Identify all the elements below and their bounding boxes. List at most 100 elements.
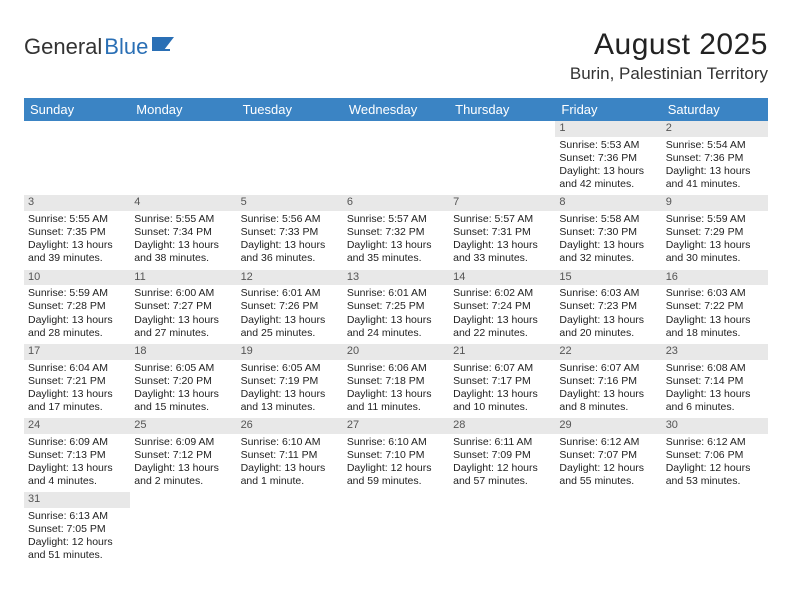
sunrise-text: Sunrise: 6:11 AM [453,436,551,449]
calendar-day-cell: 15Sunrise: 6:03 AMSunset: 7:23 PMDayligh… [555,270,661,344]
daylight-line2: and 10 minutes. [453,401,551,414]
daylight-line1: Daylight: 13 hours [666,165,764,178]
day-number: 2 [662,121,768,137]
day-number: 20 [343,344,449,360]
daylight-line2: and 20 minutes. [559,327,657,340]
calendar-day-cell: 9Sunrise: 5:59 AMSunset: 7:29 PMDaylight… [662,195,768,269]
sunrise-text: Sunrise: 5:54 AM [666,139,764,152]
day-number: 1 [555,121,661,137]
calendar-week-row: 3 Sunrise: 5:55 AM Sunset: 7:35 PM Daylight… [24,195,768,269]
sunset-text: Sunset: 7:31 PM [453,226,551,239]
calendar-day-cell: 28Sunrise: 6:11 AMSunset: 7:09 PMDayligh… [449,418,555,492]
daylight-line1: Daylight: 13 hours [28,314,126,327]
daylight-line2: and 13 minutes. [241,401,339,414]
day-number: 15 [555,270,661,286]
sunset-text: Sunset: 7:09 PM [453,449,551,462]
weekday-header: Friday [555,98,661,121]
daylight-line2: and 28 minutes. [28,327,126,340]
calendar-day-cell: 4Sunrise: 5:55 AMSunset: 7:34 PMDaylight… [130,195,236,269]
calendar-day-cell: 29Sunrise: 6:12 AMSunset: 7:07 PMDayligh… [555,418,661,492]
day-number: 24 [24,418,130,434]
daylight-line2: and 6 minutes. [666,401,764,414]
calendar-day-cell: 10Sunrise: 5:59 AMSunset: 7:28 PMDayligh… [24,270,130,344]
sunrise-text: Sunrise: 6:10 AM [241,436,339,449]
day-number: 22 [555,344,661,360]
calendar-day-cell: 27Sunrise: 6:10 AMSunset: 7:10 PMDayligh… [343,418,449,492]
daylight-line2: and 27 minutes. [134,327,232,340]
daylight-line1: Daylight: 13 hours [241,388,339,401]
daylight-line2: and 8 minutes. [559,401,657,414]
day-number: 6 [343,195,449,211]
sunrise-text: Sunrise: 5:55 AM [134,213,232,226]
calendar-day-cell [343,121,449,195]
daylight-line2: and 30 minutes. [666,252,764,265]
title-block: August 2025 Burin, Palestinian Territory [570,28,768,84]
calendar-day-cell [449,492,555,566]
sunset-text: Sunset: 7:11 PM [241,449,339,462]
calendar-day-cell: 17Sunrise: 6:04 AMSunset: 7:21 PMDayligh… [24,344,130,418]
daylight-line2: and 22 minutes. [453,327,551,340]
calendar-week-row: 17 Sunrise: 6:04 AMSunset: 7:21 PM Dayligh… [24,344,768,418]
calendar-day-cell: 2Sunrise: 5:54 AMSunset: 7:36 PMDaylight… [662,121,768,195]
daylight-line2: and 59 minutes. [347,475,445,488]
sunset-text: Sunset: 7:35 PM [28,226,126,239]
daylight-line2: and 17 minutes. [28,401,126,414]
calendar-day-cell [237,121,343,195]
calendar-day-cell: 19Sunrise: 6:05 AMSunset: 7:19 PMDayligh… [237,344,343,418]
daylight-line2: and 36 minutes. [241,252,339,265]
calendar-day-cell: 25Sunrise: 6:09 AMSunset: 7:12 PMDayligh… [130,418,236,492]
weekday-header: Saturday [662,98,768,121]
sunset-text: Sunset: 7:17 PM [453,375,551,388]
daylight-line1: Daylight: 13 hours [134,388,232,401]
sunrise-text: Sunrise: 5:59 AM [28,287,126,300]
sunset-text: Sunset: 7:21 PM [28,375,126,388]
calendar-day-cell: 16Sunrise: 6:03 AMSunset: 7:22 PMDayligh… [662,270,768,344]
daylight-line1: Daylight: 13 hours [241,314,339,327]
daylight-line2: and 1 minute. [241,475,339,488]
daylight-line1: Daylight: 12 hours [453,462,551,475]
calendar-table: Sunday Monday Tuesday Wednesday Thursday… [24,98,768,567]
weekday-header: Tuesday [237,98,343,121]
daylight-line1: Daylight: 12 hours [666,462,764,475]
calendar-day-cell: 11Sunrise: 6:00 AMSunset: 7:27 PMDayligh… [130,270,236,344]
page-header: GeneralBlue August 2025 Burin, Palestini… [24,28,768,84]
calendar-day-cell: 20Sunrise: 6:06 AMSunset: 7:18 PMDayligh… [343,344,449,418]
day-number: 29 [555,418,661,434]
day-number: 16 [662,270,768,286]
sunset-text: Sunset: 7:10 PM [347,449,445,462]
sunset-text: Sunset: 7:18 PM [347,375,445,388]
calendar-day-cell: 7Sunrise: 5:57 AMSunset: 7:31 PMDaylight… [449,195,555,269]
daylight-line2: and 42 minutes. [559,178,657,191]
day-number: 17 [24,344,130,360]
sunset-text: Sunset: 7:34 PM [134,226,232,239]
sunset-text: Sunset: 7:19 PM [241,375,339,388]
daylight-line1: Daylight: 13 hours [134,239,232,252]
sunset-text: Sunset: 7:32 PM [347,226,445,239]
calendar-day-cell: 22Sunrise: 6:07 AMSunset: 7:16 PMDayligh… [555,344,661,418]
sunrise-text: Sunrise: 6:09 AM [28,436,126,449]
calendar-body: 1Sunrise: 5:53 AMSunset: 7:36 PMDaylight… [24,121,768,567]
sunset-text: Sunset: 7:13 PM [28,449,126,462]
daylight-line1: Daylight: 13 hours [453,314,551,327]
daylight-line1: Daylight: 13 hours [241,462,339,475]
daylight-line1: Daylight: 13 hours [666,388,764,401]
day-number: 9 [662,195,768,211]
day-number: 30 [662,418,768,434]
sunset-text: Sunset: 7:16 PM [559,375,657,388]
sunrise-text: Sunrise: 6:03 AM [559,287,657,300]
daylight-line2: and 33 minutes. [453,252,551,265]
calendar-week-row: 1Sunrise: 5:53 AMSunset: 7:36 PMDaylight… [24,121,768,195]
daylight-line1: Daylight: 13 hours [347,314,445,327]
sunset-text: Sunset: 7:28 PM [28,300,126,313]
daylight-line2: and 38 minutes. [134,252,232,265]
sunrise-text: Sunrise: 6:04 AM [28,362,126,375]
calendar-day-cell [24,121,130,195]
day-number: 19 [237,344,343,360]
day-number: 25 [130,418,236,434]
daylight-line1: Daylight: 13 hours [559,165,657,178]
sunset-text: Sunset: 7:12 PM [134,449,232,462]
sunrise-text: Sunrise: 6:10 AM [347,436,445,449]
calendar-day-cell [130,121,236,195]
sunrise-text: Sunrise: 6:06 AM [347,362,445,375]
day-number: 3 [24,195,130,211]
